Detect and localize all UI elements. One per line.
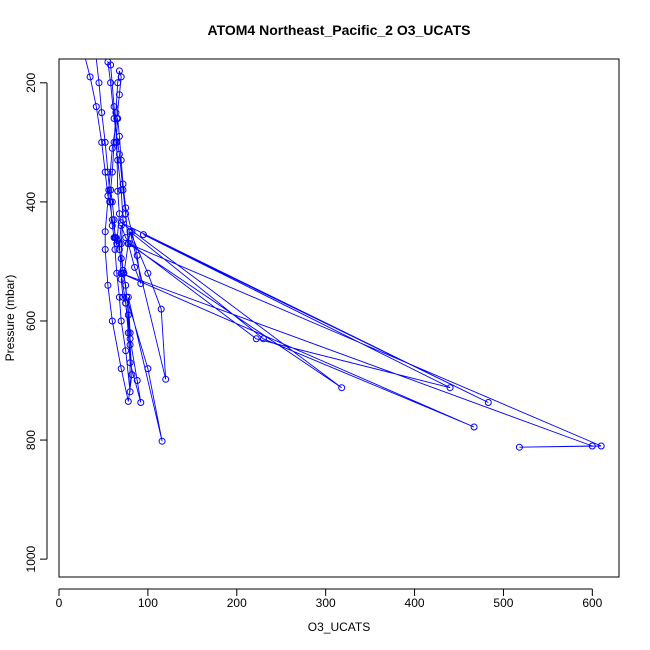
data-point [108, 317, 116, 325]
data-point [115, 132, 123, 140]
data-point [104, 59, 112, 66]
data-point [126, 329, 134, 337]
data-point [137, 280, 145, 287]
data-point [117, 222, 125, 230]
data-point [101, 228, 109, 236]
data-point [139, 231, 147, 239]
data-point [162, 375, 170, 383]
data-point [119, 293, 127, 301]
data-point [111, 246, 119, 253]
data-point [133, 252, 141, 259]
data-point [115, 240, 123, 248]
data-point [115, 91, 123, 99]
data-point [252, 335, 260, 343]
plot-frame [58, 58, 620, 578]
data-point [515, 443, 523, 451]
y-tick-label: 600 [24, 311, 38, 331]
data-point [126, 228, 134, 236]
data-point [338, 384, 346, 392]
data-point [120, 269, 128, 277]
data-point [101, 168, 109, 176]
x-tick-label: 300 [316, 596, 336, 610]
data-point [101, 246, 109, 253]
data-point [104, 281, 112, 289]
data-point [157, 305, 165, 313]
data-point [115, 293, 123, 301]
x-axis: 0 100 200 300 400 500 600 [56, 588, 603, 610]
data-point [144, 269, 152, 277]
data-point [86, 73, 94, 81]
data-point [108, 222, 116, 230]
data-point [114, 115, 122, 122]
data-point [124, 240, 132, 248]
data-point [110, 103, 118, 111]
data-point [117, 255, 125, 262]
data-point [588, 442, 596, 450]
data-point [114, 156, 122, 164]
data-point [95, 79, 103, 87]
data-point [133, 377, 141, 384]
chart-title: ATOM4 Northeast_Pacific_2 O3_UCATS [208, 22, 471, 38]
data-point [122, 347, 130, 355]
x-tick-label: 0 [56, 596, 63, 610]
data-point [98, 138, 106, 146]
x-axis-label: O3_UCATS [308, 620, 370, 634]
y-axis: 200 400 600 800 1000 [24, 72, 48, 572]
data-point [597, 442, 605, 450]
data-point [446, 384, 454, 392]
data-point [128, 371, 136, 379]
data-point [484, 399, 492, 406]
data-point [117, 156, 125, 164]
data-point [144, 365, 152, 373]
data-point [131, 263, 139, 271]
data-point [107, 79, 115, 87]
data-point [122, 281, 130, 289]
y-tick-label: 400 [24, 192, 38, 212]
data-point [108, 168, 116, 176]
series-layer [84, 59, 605, 451]
data-point [98, 109, 106, 117]
data-point [137, 399, 145, 406]
data-point [117, 317, 125, 325]
x-tick-label: 500 [493, 596, 513, 610]
data-point [107, 198, 115, 206]
data-point [92, 103, 100, 111]
data-point [113, 269, 121, 277]
data-point [126, 359, 134, 367]
data-point [158, 437, 166, 445]
data-point [110, 115, 118, 122]
data-point [115, 67, 123, 75]
data-point [114, 79, 122, 87]
x-tick-label: 200 [227, 596, 247, 610]
data-point [259, 335, 267, 343]
y-axis-label: Pressure (mbar) [3, 275, 17, 362]
data-point [114, 187, 122, 195]
y-tick-label: 200 [24, 72, 38, 92]
data-point [126, 388, 134, 396]
data-point [117, 269, 125, 277]
data-point [117, 365, 125, 373]
data-point [117, 186, 125, 194]
data-point [101, 138, 109, 146]
data-point [107, 186, 115, 194]
x-tick-label: 600 [582, 596, 602, 610]
data-point [124, 311, 132, 319]
data-point [124, 397, 132, 405]
x-tick-label: 100 [138, 596, 158, 610]
data-point [110, 234, 118, 242]
data-point [470, 423, 478, 431]
data-point [122, 204, 130, 212]
data-point [124, 293, 132, 301]
data-point [117, 219, 125, 227]
data-point [112, 138, 120, 146]
x-tick-label: 400 [405, 596, 425, 610]
data-point [104, 168, 112, 176]
series-line [84, 59, 602, 448]
y-tick-label: 800 [24, 430, 38, 450]
data-point [122, 234, 130, 242]
y-tick-label: 1000 [24, 545, 38, 572]
